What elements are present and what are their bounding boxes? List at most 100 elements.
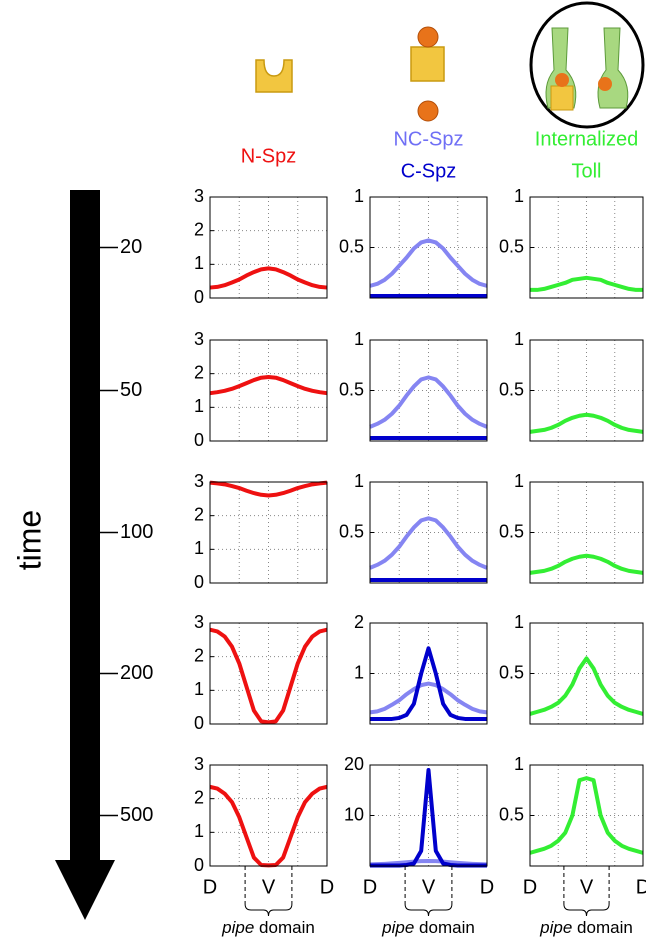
y-tick-label: 1 [354, 186, 364, 206]
plot-frame [209, 196, 328, 299]
plot-frame [369, 339, 488, 442]
icon-toll [529, 1, 645, 129]
y-tick-label: 0.5 [499, 804, 524, 824]
series-line [529, 776, 644, 855]
series-line [209, 266, 328, 290]
time-arrow-shaft [70, 190, 100, 862]
series-line [209, 480, 328, 498]
series-line [369, 238, 488, 288]
icon-nc-spz [410, 26, 445, 122]
column-title: C-Spz [401, 160, 457, 182]
plot-area [210, 765, 327, 866]
x-axis-label: pipe domain [381, 918, 475, 937]
y-tick-label: 10 [344, 804, 364, 824]
plot-frame [369, 481, 488, 584]
plot-area [370, 482, 487, 583]
pipe-brace [404, 903, 453, 917]
x-tick-label: V [262, 876, 276, 898]
time-label: time [11, 510, 47, 570]
x-axis-label: pipe domain [539, 918, 633, 937]
x-axis-label-text: domain [419, 918, 475, 937]
y-tick-label: 0.5 [339, 236, 364, 256]
series-line [529, 553, 644, 575]
x-tick-label: D [523, 876, 537, 898]
pipe-brace [563, 903, 610, 917]
y-tick-label: 0.5 [339, 521, 364, 541]
y-tick-label: 0 [194, 855, 204, 875]
y-tick-label: 0 [194, 713, 204, 733]
y-tick-label: 3 [194, 329, 204, 349]
series-line [209, 784, 328, 868]
y-tick-label: 2 [194, 787, 204, 807]
y-tick-label: 0.5 [499, 236, 524, 256]
plot-frame [529, 764, 644, 867]
series-line [530, 275, 643, 292]
x-axis-label-italic: pipe [221, 918, 254, 937]
plot-frame [369, 764, 488, 867]
y-tick-label: 0 [194, 287, 204, 307]
y-tick-label: 0.5 [339, 379, 364, 399]
y-tick-label: 2 [354, 612, 364, 632]
y-tick-label: 3 [194, 754, 204, 774]
x-tick-label: V [580, 876, 594, 898]
plot-frame [209, 481, 328, 584]
x-axis-label-text: domain [259, 918, 315, 937]
y-tick-label: 1 [194, 679, 204, 699]
y-tick-label: 2 [194, 362, 204, 382]
pipe-brace [244, 903, 293, 917]
y-tick-label: 0.5 [499, 521, 524, 541]
time-tick-label: 100 [120, 521, 153, 543]
y-tick-label: 0 [194, 430, 204, 450]
plot-area [370, 197, 487, 298]
y-tick-label: 1 [514, 186, 524, 206]
y-tick-label: 1 [514, 471, 524, 491]
time-tick-label: 20 [120, 236, 142, 258]
y-tick-label: 1 [514, 754, 524, 774]
series-line [369, 681, 488, 715]
plot-frame [529, 339, 644, 442]
y-tick-label: 1 [354, 662, 364, 682]
plot-frame [529, 622, 644, 725]
x-tick-label: V [422, 876, 436, 898]
y-tick-label: 1 [194, 538, 204, 558]
x-tick-label: D [480, 876, 494, 898]
time-tick-label: 500 [120, 804, 153, 826]
series-line [529, 412, 644, 434]
column-title: Toll [571, 160, 601, 182]
time-tick-label: 50 [120, 379, 142, 401]
series-line [369, 375, 488, 429]
x-tick-label: D [203, 876, 217, 898]
plot-frame [209, 339, 328, 442]
y-tick-label: 0.5 [499, 662, 524, 682]
y-tick-label: 1 [354, 471, 364, 491]
time-tick-label: 200 [120, 662, 153, 684]
x-tick-label: D [363, 876, 377, 898]
y-tick-label: 0 [194, 572, 204, 592]
column-title: Internalized [535, 128, 638, 150]
y-tick-label: 1 [194, 821, 204, 841]
column-title: NC-Spz [393, 128, 463, 150]
y-tick-label: 2 [194, 504, 204, 524]
plot-frame [529, 481, 644, 584]
time-arrow-head [55, 860, 115, 920]
y-tick-label: 2 [194, 645, 204, 665]
plot-frame [209, 764, 328, 867]
y-tick-label: 2 [194, 219, 204, 239]
y-tick-label: 3 [194, 471, 204, 491]
plot-frame [529, 196, 644, 299]
plot-frame [369, 196, 488, 299]
y-tick-label: 1 [514, 329, 524, 349]
x-axis-label: pipe domain [221, 918, 315, 937]
y-tick-label: 3 [194, 612, 204, 632]
x-tick-label: D [636, 876, 646, 898]
series-line [209, 627, 328, 725]
x-tick-label: D [320, 876, 334, 898]
y-tick-label: 0.5 [499, 379, 524, 399]
icon-n-spz [255, 59, 293, 93]
series-line [370, 646, 487, 721]
y-tick-label: 1 [194, 253, 204, 273]
series-line [209, 375, 328, 396]
y-tick-label: 1 [354, 329, 364, 349]
x-axis-label-italic: pipe [539, 918, 572, 937]
